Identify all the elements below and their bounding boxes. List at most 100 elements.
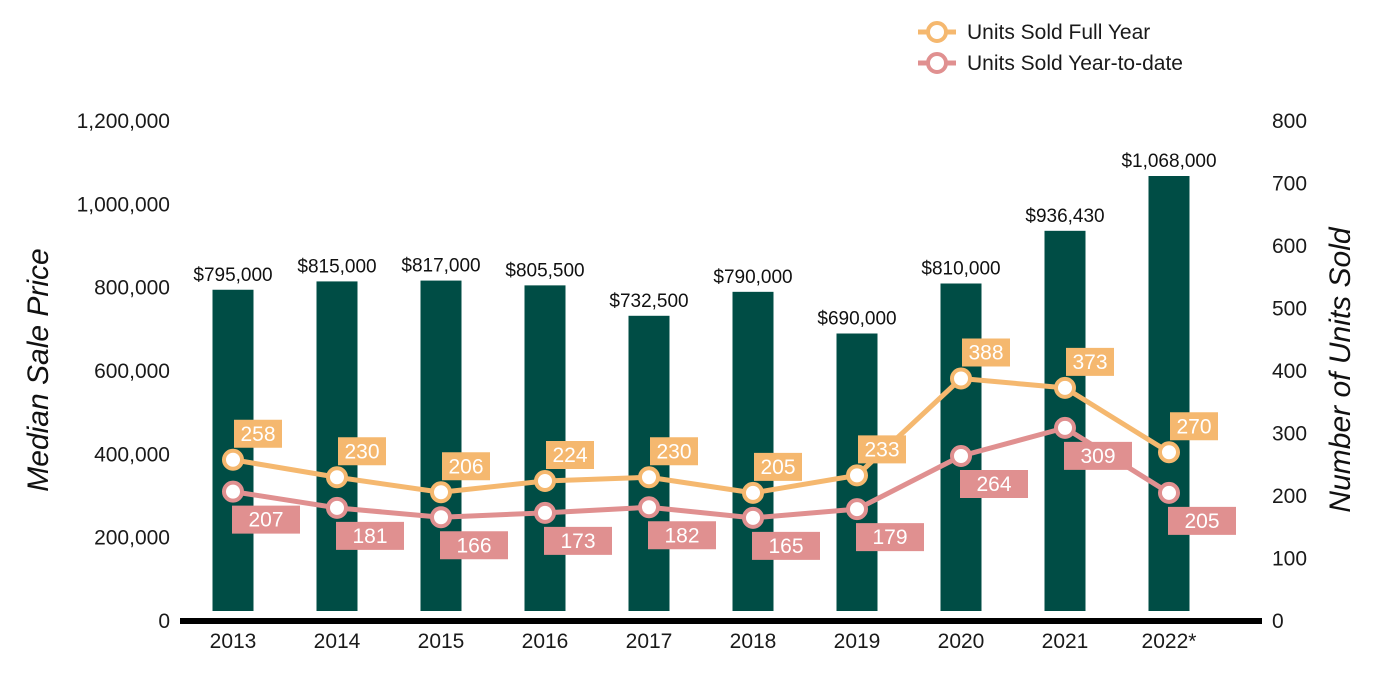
unit-label-box — [960, 470, 1028, 498]
unit-label-text: 182 — [664, 524, 699, 547]
left-axis-title: Median Sale Price — [22, 248, 55, 491]
x-axis-tick-label: 2015 — [418, 630, 465, 653]
unit-label-text: 373 — [1072, 351, 1107, 374]
unit-label-box — [336, 521, 404, 550]
data-point — [950, 445, 972, 467]
data-point — [534, 501, 556, 524]
unit-label-box — [338, 437, 386, 466]
data-point — [430, 481, 452, 504]
left-axis-tick-label: 200,000 — [94, 527, 170, 550]
data-point — [222, 480, 244, 503]
left-axis-tick-label: 1,200,000 — [77, 110, 170, 133]
legend-swatch-marker — [926, 21, 948, 43]
unit-data-label: 230 — [650, 437, 698, 466]
unit-label-box — [858, 435, 906, 464]
data-point — [534, 470, 556, 492]
unit-label-text: 165 — [768, 535, 803, 558]
price-data-label: $817,000 — [401, 256, 480, 277]
data-point — [1158, 441, 1180, 464]
right-axis-title: Number of Units Sold — [1324, 226, 1357, 512]
unit-label-box — [234, 419, 282, 448]
left-axis-tick-label: 0 — [158, 610, 170, 633]
unit-data-label: 182 — [648, 521, 716, 550]
unit-label-text: 270 — [1176, 415, 1211, 438]
price-data-label: $795,000 — [193, 265, 272, 286]
lines-group — [222, 367, 1180, 529]
unit-label-text: 205 — [760, 456, 795, 479]
unit-label-box — [754, 452, 802, 481]
price-data-label: $805,500 — [505, 260, 584, 281]
unit-label-text: 230 — [656, 440, 691, 463]
unit-label-box — [1066, 347, 1114, 376]
bar-2022 — [1148, 176, 1190, 611]
unit-data-label: 309 — [1064, 441, 1132, 470]
unit-label-box — [1170, 412, 1218, 441]
unit-label-box — [440, 531, 508, 560]
right-axis-tick-label: 700 — [1272, 173, 1307, 196]
right-axis: 0 100 200 300 400 500 600 700 800 — [1272, 110, 1307, 633]
unit-label-text: 206 — [448, 455, 483, 478]
data-point — [846, 464, 868, 487]
unit-data-label: 233 — [858, 435, 906, 464]
unit-data-label: 205 — [754, 452, 802, 481]
data-point — [742, 481, 764, 504]
unit-label-box — [650, 437, 698, 466]
unit-data-label: 207 — [232, 505, 300, 534]
unit-label-box — [752, 531, 820, 560]
right-axis-tick-label: 600 — [1272, 235, 1307, 258]
unit-data-label: 264 — [960, 470, 1028, 498]
unit-label-text: 205 — [1184, 510, 1219, 533]
price-labels-group: $795,000 $815,000 $817,000 $805,500 $732,500… — [193, 151, 1216, 330]
unit-label-text: 233 — [864, 438, 899, 461]
right-axis-tick-label: 200 — [1272, 485, 1307, 508]
right-axis-tick-label: 800 — [1272, 110, 1307, 133]
left-axis-tick-label: 1,000,000 — [77, 193, 170, 216]
data-point — [326, 466, 348, 489]
unit-label-text: 264 — [976, 473, 1011, 496]
unit-label-box — [544, 526, 612, 555]
price-data-label: $815,000 — [297, 256, 376, 277]
right-axis-tick-label: 400 — [1272, 360, 1307, 383]
left-axis-tick-label: 400,000 — [94, 443, 170, 466]
data-point — [638, 466, 660, 489]
price-data-label: $810,000 — [921, 259, 1000, 280]
x-axis-tick-label: 2019 — [834, 630, 881, 653]
x-axis-tick-label: 2022* — [1142, 630, 1197, 653]
x-axis-tick-label: 2014 — [314, 630, 361, 653]
data-point — [1054, 376, 1076, 399]
x-axis-tick-label: 2013 — [210, 630, 257, 653]
data-point — [742, 506, 764, 529]
data-point — [950, 367, 972, 390]
x-axis-tick-label: 2021 — [1042, 630, 1089, 653]
legend-label: Units Sold Year-to-date — [967, 52, 1183, 75]
unit-label-text: 224 — [552, 444, 587, 467]
price-data-label: $936,430 — [1025, 206, 1104, 227]
unit-data-label: 166 — [440, 531, 508, 560]
bars-group — [212, 176, 1190, 611]
unit-label-text: 230 — [344, 440, 379, 463]
unit-label-box — [856, 523, 924, 552]
unit-label-text: 181 — [352, 525, 387, 548]
x-axis-tick-label: 2017 — [626, 630, 673, 653]
unit-label-box — [232, 505, 300, 534]
right-axis-tick-label: 100 — [1272, 548, 1307, 571]
bar-2018 — [732, 291, 774, 611]
data-point — [1054, 416, 1076, 439]
unit-data-label: 224 — [546, 441, 594, 469]
unit-data-label: 230 — [338, 437, 386, 466]
unit-label-box — [546, 441, 594, 469]
unit-data-label: 270 — [1170, 412, 1218, 441]
x-axis-tick-label: 2020 — [938, 630, 985, 653]
legend: Units Sold Full Year Units Sold Year-to-d… — [918, 21, 1183, 75]
x-axis-tick-label: 2016 — [522, 630, 569, 653]
left-axis: 0 200,000 400,000 600,000 800,000 1,000,000 1,… — [77, 110, 170, 633]
data-point — [638, 496, 660, 519]
unit-label-text: 258 — [240, 423, 275, 446]
unit-data-label: 173 — [544, 526, 612, 555]
unit-data-label: 165 — [752, 531, 820, 560]
right-axis-tick-label: 300 — [1272, 423, 1307, 446]
unit-data-label: 373 — [1066, 347, 1114, 376]
data-point — [222, 448, 244, 471]
unit-label-text: 207 — [248, 509, 283, 532]
unit-label-box — [442, 452, 490, 481]
